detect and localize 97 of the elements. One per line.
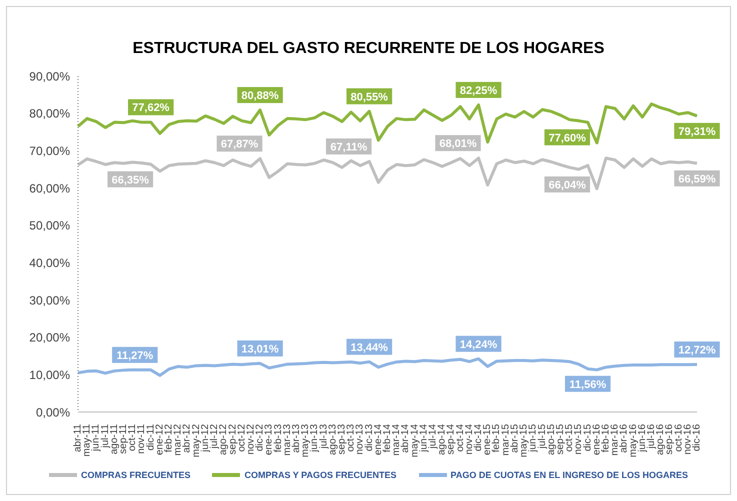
y-tick-label: 90,00% (29, 69, 70, 84)
data-label: 13,44% (350, 342, 388, 354)
x-tick-label: may-14 (409, 424, 420, 458)
x-tick-label: jul-12 (209, 424, 220, 450)
data-label: 67,87% (220, 138, 258, 151)
chart-title: ESTRUCTURA DEL GASTO RECURRENTE DE LOS HOGARES (132, 40, 606, 58)
x-tick-label: oct-12 (236, 424, 248, 452)
x-tick-label: nov-13 (354, 424, 366, 455)
x-tick-label: dic-15 (582, 424, 594, 452)
data-label: 77,60% (548, 132, 586, 144)
legend-label: COMPRAS FRECUENTES (80, 470, 190, 480)
x-tick-label: dic-13 (364, 424, 375, 452)
data-label: 82,25% (460, 84, 498, 97)
x-tick-label: feb-15 (491, 424, 502, 452)
x-tick-label: oct-15 (564, 424, 576, 452)
y-tick-label: 70,00% (29, 144, 70, 158)
x-tick-label: dic-16 (692, 424, 702, 452)
data-label: 66,35% (112, 174, 150, 186)
data-label: 77,62% (132, 102, 170, 114)
x-tick-label: feb-13 (272, 424, 284, 452)
x-tick-label: ene-13 (264, 424, 275, 456)
x-tick-label: may-11 (82, 424, 93, 457)
x-tick-label: ago-12 (218, 424, 230, 456)
x-tick-label: abr-16 (618, 424, 630, 453)
y-tick-label: 80,00% (29, 106, 70, 121)
x-tick-label: abr-12 (182, 424, 193, 453)
x-tick-label: oct-16 (673, 424, 684, 452)
x-tick-label: sep-13 (336, 424, 348, 455)
x-tick-label: dic-14 (473, 424, 484, 452)
x-tick-label: jun-11 (90, 424, 102, 452)
x-tick-label: abr-15 (509, 424, 520, 453)
x-tick-label: may-16 (628, 424, 639, 458)
x-tick-label: feb-16 (600, 424, 612, 452)
x-tick-label: jul-11 (100, 424, 111, 449)
x-tick-label: ago-16 (655, 424, 666, 456)
x-tick-label: jun-13 (309, 424, 320, 453)
x-tick-label: jun-15 (528, 424, 539, 453)
data-label: 80,88% (241, 90, 279, 102)
data-label: 66,59% (678, 173, 716, 186)
x-tick-label: mar-15 (500, 424, 512, 456)
x-tick-label: may-13 (300, 424, 312, 458)
legend-label: COMPRAS Y PAGOS FRECUENTES (244, 470, 396, 480)
x-tick-label: may-15 (518, 424, 530, 458)
x-tick-label: ene-12 (154, 424, 166, 456)
x-tick-label: oct-13 (346, 424, 357, 452)
x-tick-label: sep-12 (227, 424, 238, 455)
data-label: 68,01% (439, 138, 477, 150)
x-tick-label: nov-12 (245, 424, 256, 455)
x-tick-label: sep-16 (664, 424, 676, 455)
x-tick-label: oct-14 (454, 424, 466, 452)
x-tick-label: dic-12 (254, 424, 266, 452)
data-label: 11,27% (116, 350, 154, 362)
x-tick-label: jun-16 (636, 424, 648, 453)
x-tick-label: abr-14 (400, 424, 412, 453)
x-tick-label: ene-14 (372, 424, 384, 456)
x-tick-label: oct-11 (127, 424, 138, 452)
x-tick-label: jul-14 (428, 424, 439, 450)
x-tick-label: nov-14 (464, 424, 475, 455)
x-tick-label: dic-11 (145, 424, 156, 450)
x-tick-label: abr-13 (290, 424, 302, 453)
data-label: 80,55% (350, 91, 388, 104)
data-label: 13,01% (241, 343, 279, 356)
x-tick-label: ago-15 (546, 424, 557, 456)
x-tick-label: ene-16 (591, 424, 602, 456)
x-tick-label: nov-15 (573, 424, 584, 455)
x-tick-label: jul-13 (318, 424, 330, 450)
x-tick-label: sep-11 (118, 424, 130, 454)
x-tick-label: jun-12 (200, 424, 211, 453)
x-tick-label: abr-11 (72, 424, 84, 452)
data-label: 12,72% (678, 344, 716, 357)
x-tick-label: mar-13 (282, 424, 293, 456)
legend-label: PAGO DE CUOTAS EN EL INGRESO DE LOS HOGARES (450, 470, 688, 480)
x-tick-label: feb-14 (382, 424, 393, 452)
x-tick-label: ago-13 (327, 424, 338, 456)
x-tick-label: jun-14 (418, 424, 430, 453)
y-tick-label: 10,00% (29, 368, 70, 382)
x-tick-label: jul-16 (646, 424, 657, 450)
y-tick-label: 20,00% (29, 330, 70, 345)
y-tick-label: 60,00% (29, 181, 70, 196)
y-tick-label: 40,00% (29, 256, 70, 270)
y-tick-label: 0,00% (36, 405, 70, 420)
data-label: 11,56% (569, 378, 606, 391)
data-label: 67,11% (330, 141, 368, 154)
data-label: 66,04% (548, 179, 586, 192)
x-tick-label: feb-12 (164, 424, 175, 452)
data-label: 14,24% (460, 338, 498, 351)
x-tick-label: sep-14 (446, 424, 457, 455)
x-tick-label: nov-16 (682, 424, 694, 455)
y-tick-label: 50,00% (29, 218, 70, 233)
x-tick-label: nov-11 (136, 424, 148, 454)
data-label: 79,31% (678, 126, 716, 138)
x-tick-label: may-12 (190, 424, 202, 458)
x-tick-label: sep-15 (554, 424, 566, 455)
y-tick-label: 30,00% (29, 293, 70, 308)
x-tick-label: jul-15 (536, 424, 548, 450)
x-tick-label: ago-14 (436, 424, 448, 456)
x-tick-label: ago-11 (108, 424, 120, 454)
